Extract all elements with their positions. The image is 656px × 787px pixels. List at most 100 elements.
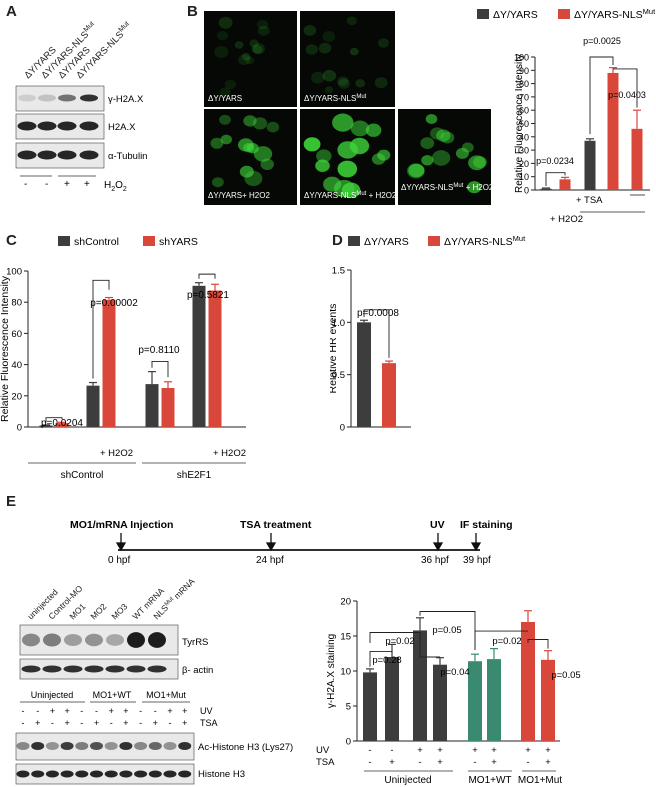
h2o2-label: H2O2 — [104, 180, 127, 193]
micro-label: ΔY/YARS+ H2O2 — [208, 191, 270, 200]
band-histone — [45, 770, 59, 778]
band-histone — [178, 770, 192, 778]
band-actin — [84, 665, 104, 673]
chart-e: 0 5 10 15 20 γ-H2A.X staining p=0.28 p=0.02 p=0.… — [326, 597, 581, 769]
cell-nucleus — [425, 114, 438, 124]
treat-symbol: - — [45, 179, 48, 190]
significance-bracket — [92, 279, 110, 379]
row-label: Ac-Histone H3 (Lys27) — [198, 742, 293, 753]
cell-nucleus — [440, 131, 455, 144]
y-axis-label: Relative Fluorescence Intensity — [514, 54, 525, 193]
cell-nucleus — [224, 79, 236, 90]
y-tick-label: 20 — [11, 391, 22, 402]
lane-label: MO3 — [109, 601, 129, 621]
row-label: α-Tubulin — [108, 151, 147, 162]
cell-nucleus — [252, 45, 263, 54]
bar — [385, 657, 399, 741]
band-h2ax — [79, 121, 99, 131]
bar — [86, 385, 100, 427]
band-ac-histone — [90, 742, 103, 750]
cell-nucleus — [455, 147, 469, 159]
tsa-symbol: - — [51, 718, 54, 728]
cell-nucleus — [216, 30, 229, 41]
h2o2-label: + H2O2 — [550, 214, 583, 225]
band-gamma-h2ax — [58, 94, 76, 102]
cell-nucleus — [355, 79, 366, 88]
uv-symbol: + — [491, 745, 497, 756]
cell-nucleus — [322, 69, 337, 82]
uv-symbol: - — [80, 706, 83, 716]
row-label: H2A.X — [108, 122, 136, 133]
cell-nucleus — [341, 182, 361, 199]
bar — [357, 322, 371, 427]
uv-symbol: + — [417, 745, 423, 756]
micro-label: ΔY/YARS-NLSMut + H2O2 — [304, 191, 397, 200]
row-label: TyrRS — [182, 637, 208, 648]
legend-swatch — [143, 236, 155, 246]
bar — [208, 290, 222, 427]
micro-image-3 — [204, 109, 297, 205]
band-ac-histone — [60, 742, 74, 750]
band-histone — [90, 770, 103, 778]
band-tubulin — [37, 150, 57, 160]
blot-ac-histone — [15, 732, 195, 761]
significance-bracket — [45, 417, 63, 423]
uv-label: UV — [316, 745, 330, 756]
bar — [541, 659, 555, 741]
treat-symbol: + — [64, 179, 70, 190]
group-label: MO1+Mut — [146, 690, 186, 700]
tsa-symbol: - — [110, 718, 113, 728]
cell-nucleus — [322, 31, 336, 42]
row-label: γ-H2A.X — [108, 94, 144, 105]
band-gamma-h2ax — [18, 94, 36, 102]
bar — [559, 179, 571, 190]
tsa-symbol: - — [473, 757, 476, 768]
band-tubulin — [17, 150, 37, 160]
p-value-label: p=0.05 — [432, 625, 461, 636]
p-value-label: p=0.0204 — [41, 418, 83, 429]
uv-symbol: + — [123, 706, 128, 716]
band-ac-histone — [45, 742, 59, 750]
significance-bracket — [369, 632, 421, 643]
cell-nucleus — [315, 159, 330, 172]
tsa-symbol: - — [80, 718, 83, 728]
p-value-label: p=0.0403 — [608, 90, 646, 100]
y-axis-label: γ-H2A.X staining — [326, 634, 337, 708]
bar — [363, 672, 377, 741]
panel-letter-a: A — [6, 3, 17, 20]
timeline-event: TSA treatment — [240, 519, 312, 531]
tsa-symbol: + — [545, 757, 551, 768]
timeline-event: MO1/mRNA Injection — [70, 519, 173, 531]
y-tick-label: 20 — [340, 597, 351, 608]
cell-nucleus — [324, 86, 334, 94]
band-h2ax — [57, 121, 77, 131]
group-label: MO1+WT — [93, 690, 132, 700]
band-ac-histone — [119, 742, 133, 750]
band-h2ax — [37, 121, 57, 131]
cell-nucleus — [218, 16, 233, 29]
tsa-symbol: - — [418, 757, 421, 768]
cell-nucleus — [239, 165, 254, 178]
group-label: MO1+Mut — [518, 775, 562, 786]
cell-nucleus — [238, 54, 251, 65]
p-value-label: p=0.0008 — [357, 308, 399, 319]
band-gamma-h2ax — [80, 94, 98, 102]
tsa-symbol: - — [169, 718, 172, 728]
y-tick-label: 15 — [340, 632, 351, 643]
band-h2ax — [17, 121, 37, 131]
group-label: MO1+WT — [468, 775, 511, 786]
y-tick-label: 80 — [11, 298, 22, 309]
cell-nucleus — [337, 160, 358, 178]
p-value-label: p=0.05 — [551, 670, 580, 681]
band-ac-histone — [16, 742, 30, 750]
tsa-label: + TSA — [576, 195, 603, 206]
band-tubulin — [57, 150, 77, 160]
tsa-symbol: - — [22, 718, 25, 728]
tsa-symbol: - — [139, 718, 142, 728]
bar — [468, 661, 482, 741]
panel-e-chart: 0 5 10 15 20 γ-H2A.X staining p=0.28 p=0.02 p=0.… — [316, 597, 581, 787]
panel-a-western-blot: ΔY/YARS ΔY/YARS-NLSMut ΔY/YARS ΔY/YARS-N… — [15, 20, 147, 193]
uv-symbol: + — [525, 745, 531, 756]
band-ac-histone — [134, 742, 148, 750]
cell-nucleus — [346, 16, 357, 26]
